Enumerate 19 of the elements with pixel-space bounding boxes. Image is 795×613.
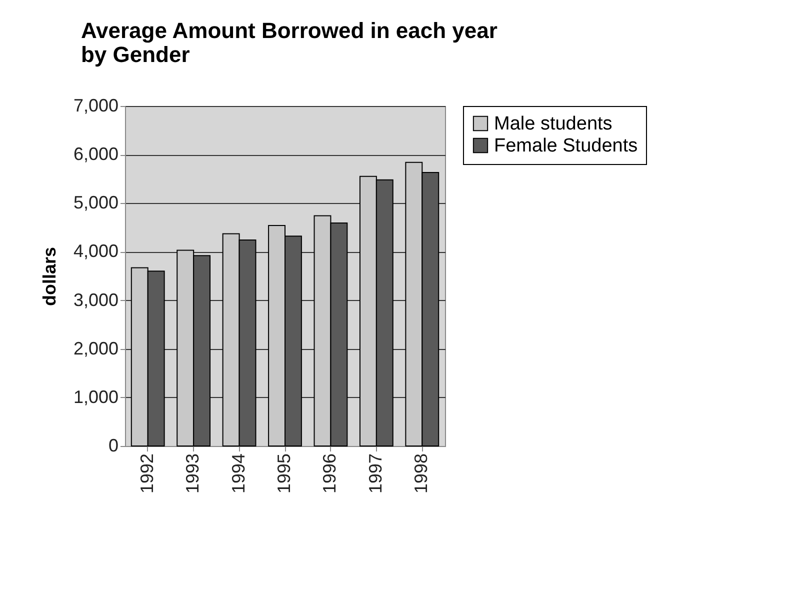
x-tick-label: 1995 [274, 454, 294, 494]
x-tick-label: 1993 [182, 454, 203, 494]
y-tick-label: 3,000 [73, 290, 118, 310]
legend-label: Male students [494, 114, 612, 134]
x-tick-label: 1998 [411, 454, 432, 494]
y-tick-label: 0 [108, 436, 118, 456]
x-tick-label: 1996 [320, 454, 340, 494]
y-tick-label: 5,000 [73, 192, 118, 213]
x-tick-label: 1992 [136, 454, 157, 494]
y-tick-label: 4,000 [73, 241, 118, 262]
y-tick-label: 7,000 [73, 96, 118, 116]
y-tick-label: 2,000 [73, 338, 118, 358]
y-axis-title: dollars [39, 246, 60, 306]
y-tick-label: 6,000 [73, 144, 118, 164]
legend-label: Female Students [494, 136, 638, 156]
x-tick-label: 1994 [228, 454, 248, 494]
x-tick-label: 1997 [365, 454, 386, 494]
chart-title: Average Amount Borrowed in each year by Gender [80, 18, 498, 67]
y-tick-label: 1,000 [73, 386, 118, 407]
